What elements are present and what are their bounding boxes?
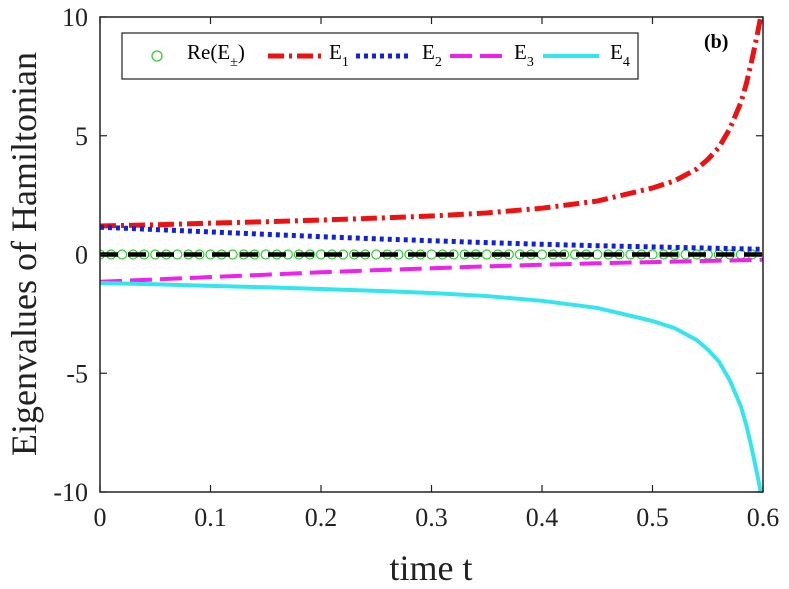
x-tick-label: 0.1	[194, 503, 227, 532]
series-line-e2	[100, 224, 763, 252]
y-tick-label: 10	[62, 3, 88, 32]
x-tick-label: 0	[94, 503, 107, 532]
series-line-e4	[100, 281, 763, 492]
x-tick-label: 0.3	[415, 503, 448, 532]
series-line-e3	[100, 257, 763, 284]
y-tick-label: 0	[75, 241, 88, 270]
y-tick-label: -10	[53, 478, 88, 507]
y-tick-label: -5	[66, 359, 88, 388]
legend-marker-re-e-pm	[151, 50, 163, 62]
legend-label-e3: E3	[514, 40, 534, 70]
y-axis-title: Eigenvalues of Hamiltonian	[4, 52, 44, 456]
x-axis-title: time t	[390, 548, 473, 588]
x-tick-label: 0.5	[636, 503, 669, 532]
x-tick-label: 0.6	[747, 503, 780, 532]
x-tick-label: 0.4	[526, 503, 559, 532]
legend-label-e2: E2	[422, 40, 442, 70]
y-tick-label: 5	[75, 122, 88, 151]
series-layer	[100, 17, 763, 492]
legend-items: Re(E±) E1 E2 E3 E4	[151, 40, 630, 70]
legend-label-e4: E4	[610, 40, 630, 70]
legend-label-re-e-pm: Re(E±)	[187, 40, 245, 70]
legend: Re(E±) E1 E2 E3 E4	[121, 32, 639, 80]
series-line-e1	[100, 17, 763, 229]
plot-background	[100, 17, 763, 492]
panel-label: (b)	[704, 31, 728, 53]
tick-layer: 0 0.1 0.2 0.3 0.4 0.5 0.6 -10 -5 0 5 10	[53, 3, 779, 532]
x-tick-label: 0.2	[305, 503, 338, 532]
legend-label-e1: E1	[329, 40, 349, 70]
marker-re-e-pm	[481, 249, 492, 260]
